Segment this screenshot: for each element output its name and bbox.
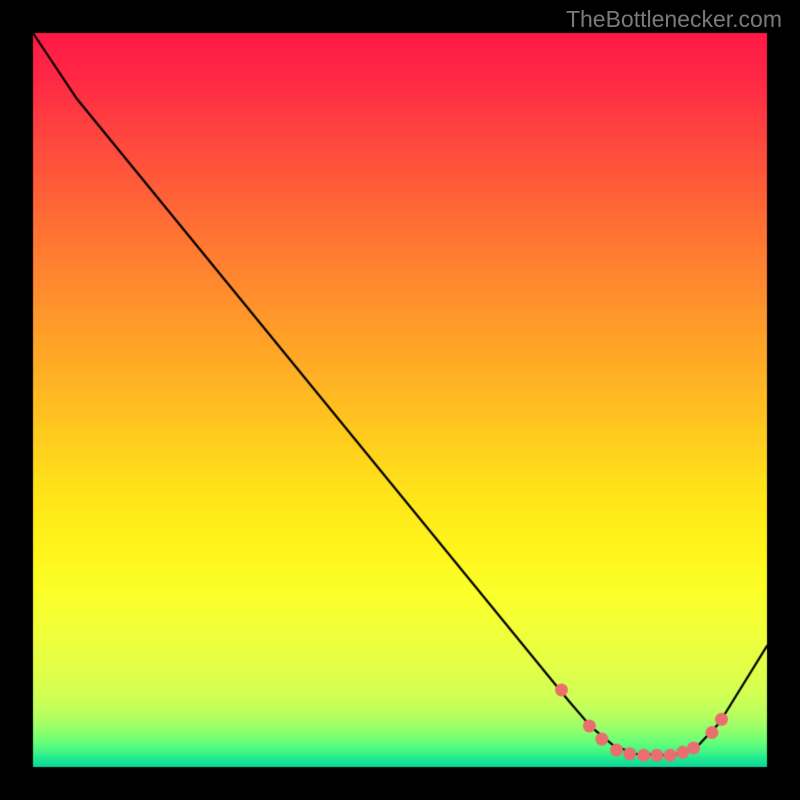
bottleneck-chart-canvas xyxy=(0,0,800,800)
watermark-text: TheBottlenecker.com xyxy=(566,6,782,33)
chart-container: TheBottlenecker.com xyxy=(0,0,800,800)
